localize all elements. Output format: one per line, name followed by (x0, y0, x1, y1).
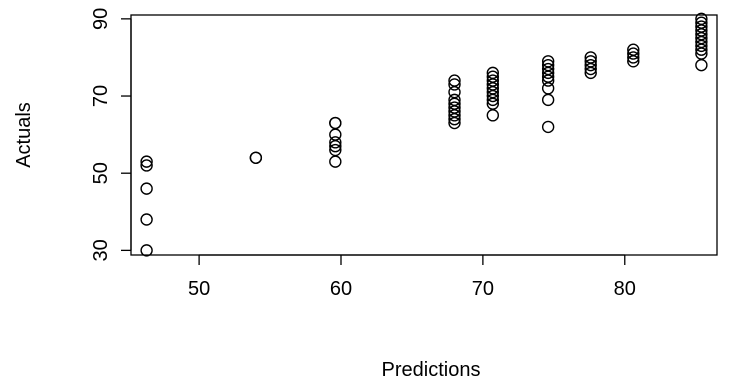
data-point (140, 155, 153, 168)
x-tick-label: 70 (472, 278, 494, 300)
data-point (329, 116, 342, 130)
data-point (140, 213, 153, 226)
data-point (249, 151, 263, 164)
data-point (140, 182, 153, 195)
data-point (695, 58, 708, 72)
data-point (627, 55, 640, 68)
data-point (541, 93, 555, 107)
data-point (486, 109, 500, 122)
data-point (584, 62, 597, 76)
data-point (448, 109, 461, 122)
data-point (140, 244, 153, 257)
y-tick-label: 90 (90, 8, 112, 30)
data-point (584, 66, 597, 80)
data-point (329, 136, 342, 149)
data-point (541, 120, 555, 134)
data-point (448, 112, 461, 126)
data-point (541, 82, 555, 95)
data-points (140, 12, 708, 257)
data-point (448, 78, 461, 91)
data-point (627, 51, 640, 64)
y-tick-label: 50 (90, 162, 112, 184)
x-axis: 50 60 70 80 (188, 254, 636, 300)
x-tick-label: 80 (614, 278, 636, 300)
x-axis-label: Predictions (382, 359, 481, 381)
data-point (584, 58, 597, 72)
data-point (448, 116, 461, 130)
data-point (627, 47, 640, 60)
y-tick-label: 30 (90, 239, 112, 261)
x-tick-label: 50 (188, 278, 210, 300)
data-point (541, 74, 555, 87)
data-point (695, 39, 708, 53)
data-point (140, 159, 153, 172)
data-point (486, 93, 500, 107)
data-point (329, 155, 342, 168)
x-tick-label: 60 (330, 278, 352, 300)
y-tick-label: 70 (90, 85, 112, 107)
y-axis-label: Actuals (13, 102, 35, 168)
data-point (695, 43, 708, 56)
data-point (486, 89, 500, 103)
data-point (329, 139, 342, 153)
data-point (541, 66, 555, 80)
y-axis: 30 50 70 90 (90, 8, 132, 261)
